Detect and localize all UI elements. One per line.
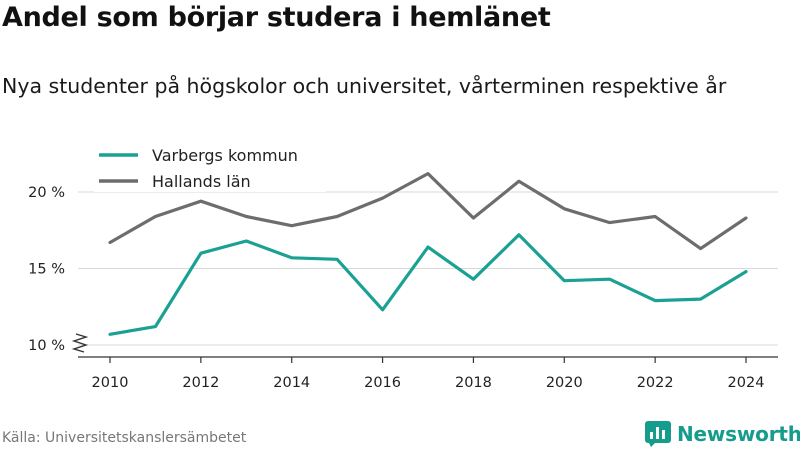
x-tick-label: 2012: [182, 375, 219, 391]
x-tick-label: 2018: [455, 375, 492, 391]
x-tick-label: 2016: [364, 375, 401, 391]
y-tick-label: 20 %: [28, 185, 65, 201]
axis-break-icon: [71, 333, 89, 353]
x-tick-label: 2014: [273, 375, 310, 391]
x-tick-label: 2010: [92, 375, 129, 391]
legend-background: [94, 142, 326, 192]
legend-label: Hallands län: [152, 172, 251, 191]
x-tick-label: 2020: [546, 375, 583, 391]
chart-subtitle: Nya studenter på högskolor och universit…: [2, 74, 727, 98]
bar-chart-logo-icon: [645, 421, 671, 447]
brand-name: Newsworthy: [677, 422, 800, 446]
legend: Varbergs kommun Hallands län: [94, 142, 326, 192]
chart-title: Andel som börjar studera i hemlänet: [2, 2, 551, 33]
line-chart: 10 % 15 % 20 % 2010 2012 2014 2016 2018 2020 202…: [28, 142, 778, 391]
x-tick-label: 2022: [637, 375, 674, 391]
x-tick-label: 2024: [728, 375, 765, 391]
brand-logo[interactable]: Newsworthy: [645, 420, 800, 448]
y-axis: 10 % 15 % 20 %: [28, 185, 89, 354]
y-tick-label: 10 %: [28, 338, 65, 354]
series-lines: [108, 172, 748, 336]
x-axis: 2010 2012 2014 2016 2018 2020 2022 2024: [78, 356, 778, 391]
source-note: Källa: Universitetskanslersämbetet: [2, 430, 247, 446]
legend-label: Varbergs kommun: [152, 146, 298, 165]
series-line-halland: [108, 172, 748, 251]
series-line-varberg: [108, 233, 748, 336]
gridlines: [78, 191, 778, 346]
y-tick-label: 15 %: [28, 262, 65, 278]
